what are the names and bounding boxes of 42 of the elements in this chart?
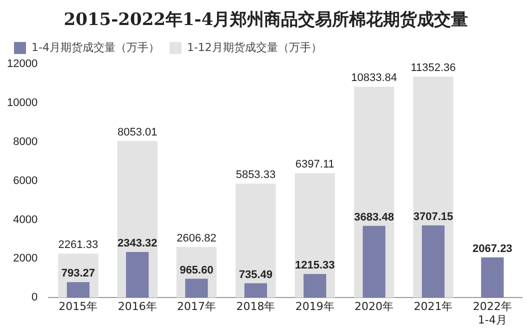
data-label: 2343.32 [117, 238, 158, 250]
data-label: 5853.33 [236, 169, 276, 182]
y-tick-label: 12000 [6, 58, 38, 70]
x-tick-label: 2020年 [354, 300, 394, 314]
data-label: 2606.82 [176, 232, 216, 244]
data-label: 965.60 [180, 264, 214, 276]
data-label: 11352.36 [410, 62, 456, 74]
chart-title: 2015-2022年1-4月郑州商品交易所棉花期货成交量 [62, 9, 470, 32]
bar [244, 283, 268, 298]
legend-label: 1-4月期货成交量（万手） [32, 40, 160, 54]
data-label: 8053.01 [117, 126, 158, 138]
bar [66, 282, 90, 298]
x-tick-label: 2016年 [118, 300, 157, 314]
bar [126, 252, 149, 298]
x-tick-label: 2018年 [236, 300, 276, 314]
y-tick-label: 6000 [13, 174, 38, 187]
data-label: 735.49 [238, 268, 273, 281]
bar [185, 278, 208, 298]
y-tick-label: 2000 [13, 252, 38, 265]
x-tick-label: 2022年 1-4月 [472, 300, 512, 326]
legend-label: 1-12月期货成交量（万手） [186, 40, 322, 54]
data-label: 10833.84 [351, 72, 398, 84]
bar [481, 257, 504, 298]
x-tick-label: 2015年 [58, 300, 98, 314]
data-label: 3707.15 [413, 210, 454, 223]
y-tick-label: 4000 [13, 214, 38, 226]
bar [304, 274, 326, 298]
bar [422, 225, 445, 298]
y-tick-label: 10000 [6, 96, 38, 109]
data-label: 1215.33 [295, 259, 335, 272]
y-tick-label: 8000 [13, 136, 38, 148]
bar [362, 226, 386, 298]
bar [236, 184, 276, 298]
x-tick-label: 2017年 [177, 300, 216, 314]
data-label: 793.27 [61, 268, 96, 280]
data-label: 6397.11 [295, 158, 334, 171]
x-tick-label: 2021年 [414, 300, 453, 314]
data-label: 3683.48 [354, 211, 394, 224]
data-label: 2261.33 [58, 239, 98, 252]
data-label: 2067.23 [472, 242, 512, 255]
y-tick-label: 0 [31, 292, 38, 304]
x-tick-label: 2019年 [295, 300, 334, 314]
